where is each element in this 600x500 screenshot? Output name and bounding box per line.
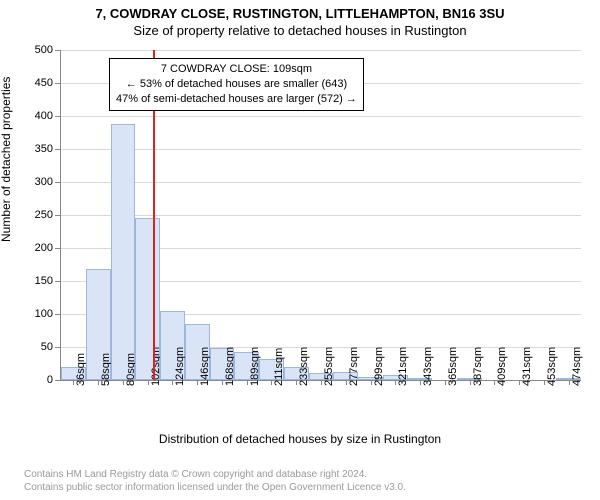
footer-attribution: Contains HM Land Registry data © Crown c… [24,468,406,494]
x-axis-label: Distribution of detached houses by size … [0,432,600,446]
x-tick-label: 255sqm [323,347,335,386]
x-tick [445,380,446,385]
histogram-bar [111,124,136,380]
grid-line [61,50,581,51]
y-tick-label: 500 [35,44,61,56]
y-tick-label: 100 [35,308,61,320]
x-tick [222,380,223,385]
x-tick [346,380,347,385]
y-axis-label: Number of detached properties [0,77,13,242]
x-tick-label: 277sqm [348,347,360,386]
footer-line-1: Contains HM Land Registry data © Crown c… [24,468,406,481]
grid-line [61,215,581,216]
x-tick [569,380,570,385]
x-tick [371,380,372,385]
x-tick-label: 409sqm [496,347,508,386]
annot-line-2: ← 53% of detached houses are smaller (64… [116,77,357,92]
x-tick-label: 299sqm [373,347,385,386]
y-tick-label: 400 [35,110,61,122]
x-tick [148,380,149,385]
grid-line [61,116,581,117]
annot-line-3: 47% of semi-detached houses are larger (… [116,92,357,107]
y-tick-label: 50 [41,341,61,353]
annot-line-1: 7 COWDRAY CLOSE: 109sqm [116,62,357,77]
y-tick-label: 450 [35,77,61,89]
x-tick-label: 233sqm [298,347,310,386]
title-sub: Size of property relative to detached ho… [0,23,600,38]
x-tick [420,380,421,385]
footer-line-2: Contains public sector information licen… [24,481,406,494]
x-tick [247,380,248,385]
y-tick-label: 300 [35,176,61,188]
x-tick [321,380,322,385]
x-tick [98,380,99,385]
annotation-box: 7 COWDRAY CLOSE: 109sqm← 53% of detached… [109,58,364,111]
title-main: 7, COWDRAY CLOSE, RUSTINGTON, LITTLEHAMP… [0,6,600,21]
x-tick-label: 474sqm [571,347,583,386]
y-tick-label: 250 [35,209,61,221]
x-tick [470,380,471,385]
grid-line [61,182,581,183]
y-tick-label: 150 [35,275,61,287]
x-tick [519,380,520,385]
x-tick-label: 431sqm [521,347,533,386]
x-tick-label: 453sqm [546,347,558,386]
chart-container: Number of detached properties 0501001502… [0,42,600,442]
x-tick-label: 343sqm [422,347,434,386]
y-tick-label: 200 [35,242,61,254]
y-tick-label: 350 [35,143,61,155]
x-tick [123,380,124,385]
x-tick-label: 387sqm [472,347,484,386]
y-tick-label: 0 [47,374,61,386]
x-tick-label: 365sqm [447,347,459,386]
x-tick [544,380,545,385]
x-tick-label: 321sqm [397,347,409,386]
plot-area: 05010015020025030035040045050036sqm58sqm… [60,50,581,381]
grid-line [61,149,581,150]
